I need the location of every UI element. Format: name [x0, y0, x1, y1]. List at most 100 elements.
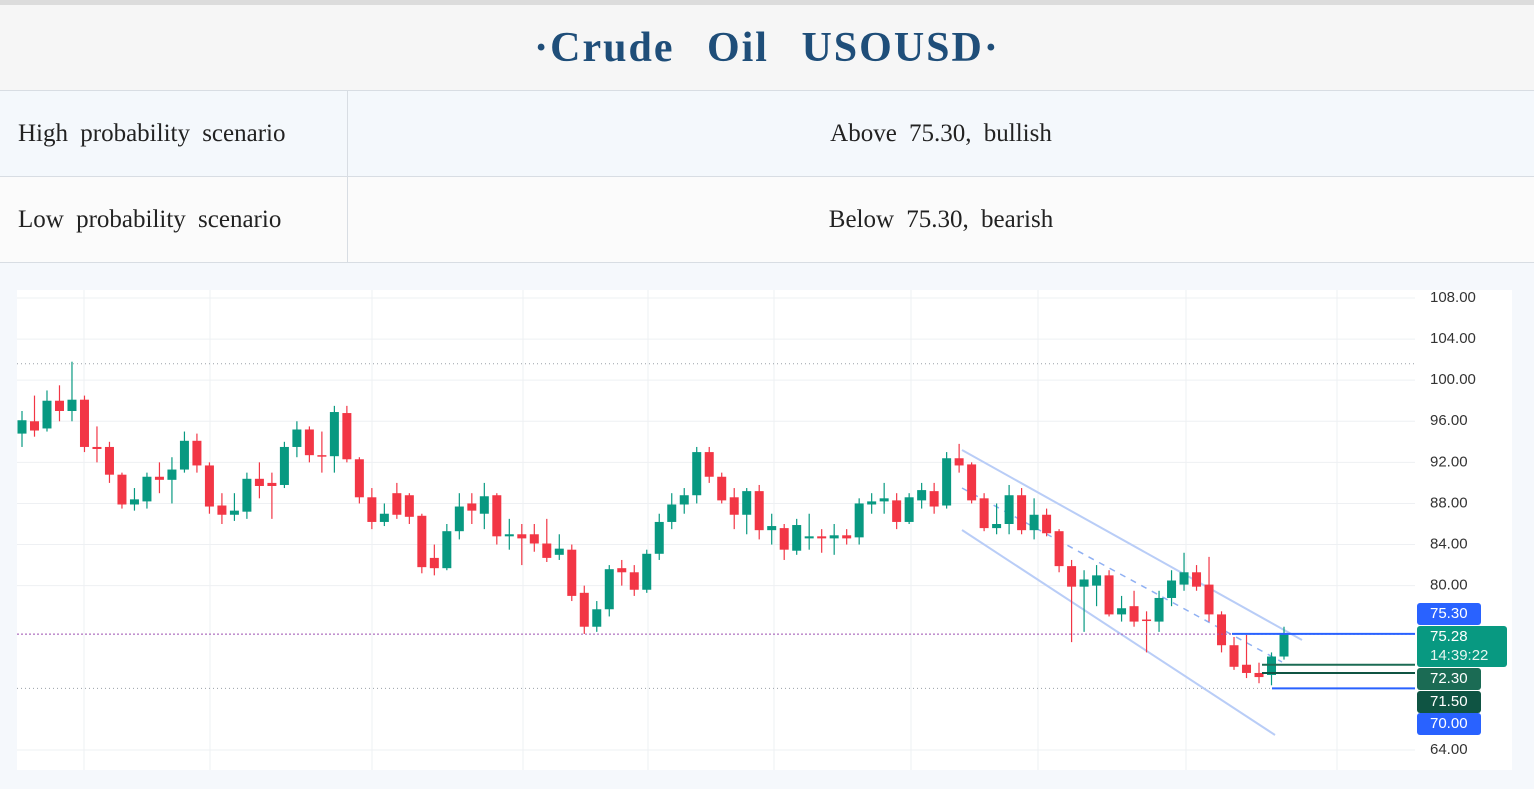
- candle-body: [204, 465, 214, 507]
- candle-body: [904, 497, 914, 522]
- table-cell: Low probability scenario: [0, 177, 348, 262]
- y-tick-label: 92.00: [1430, 453, 1468, 470]
- candle-body: [592, 609, 602, 627]
- candle-body: [1192, 572, 1202, 587]
- candle-body: [554, 548, 564, 555]
- y-tick-label: 64.00: [1430, 741, 1468, 758]
- candle-body: [442, 531, 452, 569]
- candle-body: [954, 458, 964, 466]
- candle-body: [804, 536, 814, 539]
- candle-body: [279, 446, 289, 485]
- candle-body: [567, 549, 577, 596]
- candle-body: [792, 525, 802, 551]
- channel: [961, 449, 1303, 736]
- candle-body: [517, 534, 527, 539]
- candle-body: [979, 498, 989, 529]
- price-label: 72.30: [1430, 670, 1468, 687]
- price-label: 71.50: [1430, 693, 1468, 710]
- cell-text: Low probability scenario: [18, 205, 282, 233]
- candle-body: [867, 501, 877, 505]
- candle-body: [267, 482, 277, 486]
- channel-lower: [961, 529, 1276, 736]
- vertical-grid: [83, 290, 1338, 770]
- candle-body: [492, 495, 502, 537]
- candle-body: [642, 553, 652, 590]
- y-tick-label: 96.00: [1430, 412, 1468, 429]
- candle-body: [704, 452, 714, 477]
- price-label-box: [1417, 713, 1481, 735]
- candle-body: [754, 491, 764, 531]
- candle-body: [1117, 608, 1127, 615]
- candle-body: [129, 499, 139, 505]
- candle-body: [529, 534, 539, 544]
- candle-body: [1254, 672, 1264, 678]
- candle-body: [967, 464, 977, 501]
- candle-body: [17, 420, 27, 434]
- candle-body: [54, 400, 64, 411]
- candle-body: [29, 421, 39, 431]
- price-label: 70.00: [1430, 715, 1468, 732]
- candle-body: [229, 510, 239, 515]
- y-tick-label: 84.00: [1430, 536, 1468, 553]
- top-border: [0, 0, 1534, 5]
- candle-body: [1067, 566, 1077, 587]
- candle-body: [479, 496, 489, 514]
- title: ·Crude Oil USOUSD·: [534, 24, 1000, 71]
- grid-layer: [17, 297, 1415, 751]
- candle-body: [767, 526, 777, 531]
- candle-body: [1129, 606, 1139, 622]
- candle-body: [1179, 572, 1189, 585]
- candle-body: [104, 446, 114, 475]
- candle-body: [942, 458, 952, 506]
- candle-body: [304, 429, 314, 456]
- candle-body: [1054, 531, 1064, 567]
- candle-body: [729, 497, 739, 515]
- cell-text: Below 75.30, bearish: [828, 205, 1054, 233]
- candle-body: [917, 490, 927, 501]
- candle-body: [454, 506, 464, 532]
- cell-text: High probability scenario: [18, 119, 286, 147]
- candle-body: [117, 474, 127, 505]
- candle-body: [79, 399, 89, 447]
- table-cell: Above 75.30, bullish: [348, 91, 1534, 176]
- candle-body: [717, 476, 727, 501]
- candle-body: [142, 476, 152, 502]
- candle-body: [1142, 619, 1152, 622]
- candle-body: [467, 503, 477, 511]
- candle-body: [992, 524, 1002, 529]
- candle-body: [842, 535, 852, 539]
- price-label-box: [1417, 691, 1481, 713]
- candle-body: [1029, 514, 1039, 531]
- candle-body: [1104, 575, 1114, 615]
- table-row: High probability scenario Above 75.30, b…: [0, 91, 1534, 177]
- candle-body: [292, 429, 302, 447]
- candle-body: [42, 400, 52, 429]
- candle-body: [379, 513, 389, 522]
- candle-body: [354, 459, 364, 498]
- candle-body: [392, 493, 402, 515]
- price-label-box: [1417, 668, 1481, 690]
- channel-middle: [961, 487, 1283, 663]
- y-tick-label: 100.00: [1430, 371, 1476, 388]
- candle-body: [167, 469, 177, 480]
- candle-body: [817, 536, 827, 539]
- price-label: 75.30: [1430, 605, 1468, 622]
- candle-body: [1267, 656, 1277, 676]
- candle-body: [1154, 597, 1164, 622]
- candle-body: [654, 521, 664, 554]
- table-cell: High probability scenario: [0, 91, 348, 176]
- candle-body: [317, 455, 327, 457]
- candle-body: [179, 440, 189, 470]
- title-row: ·Crude Oil USOUSD·: [0, 5, 1534, 91]
- candle-body: [779, 528, 789, 550]
- candle-body: [1079, 579, 1089, 587]
- candle-body: [329, 412, 339, 457]
- chart-background: [17, 290, 1512, 770]
- candle-body: [1217, 614, 1227, 646]
- candle-body: [929, 491, 939, 507]
- channel-upper: [961, 449, 1303, 641]
- candle-body: [1017, 495, 1027, 531]
- candle-body: [579, 592, 589, 627]
- last-price-label: 75.28: [1430, 628, 1468, 645]
